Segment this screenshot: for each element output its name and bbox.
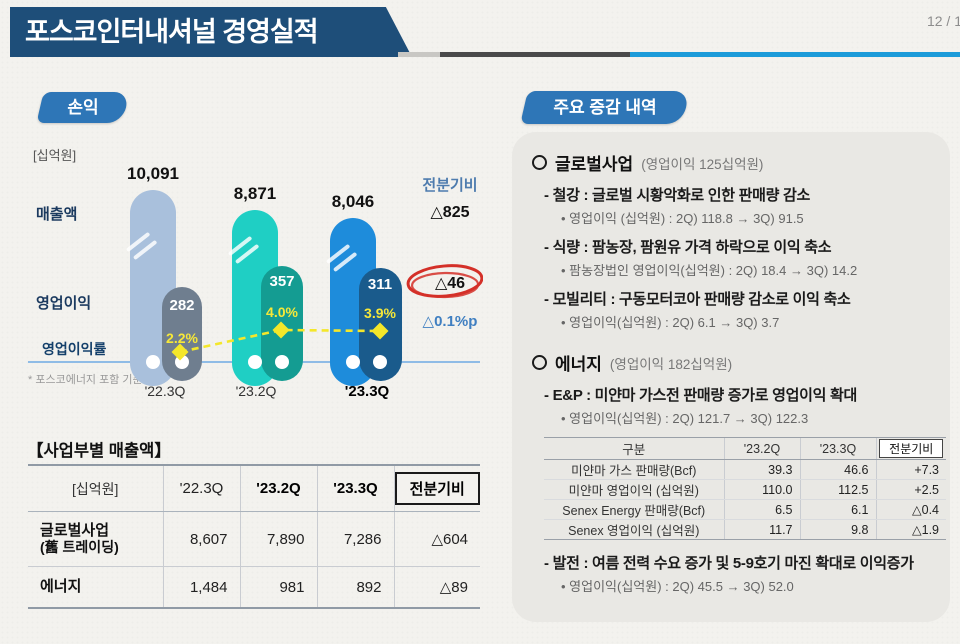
qoq-column-header: 전분기비 (422, 177, 478, 194)
x-tick-22-3q: '22.3Q (144, 383, 186, 399)
col-header-23-3q: '23.3Q (316, 464, 394, 512)
list-item-power: 발전 : 여름 전력 수요 증가 및 5-9호기 마진 확대로 이익증가 영업이… (544, 552, 934, 595)
x-tick-23-3q: '23.3Q (344, 383, 390, 400)
item-title: 식량 : 팜농장, 팜원유 가격 하락으로 이익 축소 (544, 236, 934, 257)
key-changes-panel: 글로벌사업 (영업이익 125십억원) 철강 : 글로벌 시황악화로 인한 판매… (512, 132, 950, 622)
table-unit-header: [십억원] (28, 464, 163, 512)
mini-col-23-3q: '23.3Q (799, 437, 876, 460)
segment-revenue-table-title: 【사업부별 매출액】 (27, 442, 171, 460)
slide-title-banner: 포스코인터내셔널 경영실적 (10, 7, 412, 57)
item-title: E&P : 미얀마 가스전 판매량 증가로 영업이익 확대 (544, 384, 934, 405)
mini-col-23-2q: '23.2Q (723, 437, 800, 460)
item-detail: 영업이익(십억원) : 2Q) 6.1 → 3Q) 3.7 (561, 312, 934, 331)
page-number: 12 / 1 (926, 13, 960, 29)
mini-col-gubun: 구분 (544, 437, 724, 460)
op-profit-value-23-2q: 357 (269, 273, 295, 290)
chart-unit-label: [십억원] (33, 148, 77, 163)
series-label-operating-profit: 영업이익 (36, 295, 92, 312)
section-badge-profit-loss-label: 손익 (67, 98, 99, 117)
op-profit-value-23-3q: 311 (367, 276, 393, 293)
axis-dot (346, 355, 360, 369)
axis-break-icon (124, 231, 160, 260)
header-rule-dark (440, 52, 630, 57)
cell-global-qoq: △604 (393, 511, 480, 567)
item-title: 모빌리티 : 구동모터코아 판매량 감소로 이익 축소 (544, 288, 934, 309)
energy-note: (영업이익 182십억원) (609, 356, 733, 372)
circle-bullet-icon (532, 355, 547, 370)
global-business-heading: 글로벌사업 (영업이익 125십억원) (532, 150, 934, 175)
revenue-value-22-3q: 10,091 (127, 164, 179, 183)
margin-value-23-3q: 3.9% (364, 305, 396, 321)
cell-global-23-3q: 7,286 (316, 511, 394, 567)
section-badge-profit-loss: 손익 (36, 92, 130, 123)
energy-name: 에너지 (555, 355, 602, 374)
energy-heading: 에너지 (영업이익 182십억원) (532, 350, 934, 375)
col-header-qoq: 전분기비 (393, 464, 480, 512)
list-item-mobility: 모빌리티 : 구동모터코아 판매량 감소로 이익 축소 영업이익(십억원) : … (544, 288, 934, 331)
segment-revenue-table: [십억원] '22.3Q '23.2Q '23.3Q 전분기비 글로벌사업 (舊 … (28, 464, 480, 609)
margin-value-22-3q: 2.2% (166, 330, 198, 346)
item-title: 철강 : 글로벌 시황악화로 인한 판매량 감소 (544, 184, 934, 205)
cell-global-23-2q: 7,890 (239, 511, 317, 567)
col-header-23-2q: '23.2Q (239, 464, 317, 512)
axis-break-icon (226, 235, 262, 264)
axis-dot (146, 355, 160, 369)
cell-energy-qoq: △89 (393, 566, 480, 609)
cell-energy-23-3q: 892 (316, 566, 394, 609)
cell-global-22-3q: 8,607 (162, 511, 240, 567)
axis-dot (175, 355, 189, 369)
item-detail: 영업이익(십억원) : 2Q) 45.5 → 3Q) 52.0 (561, 576, 934, 595)
series-label-operating-margin: 영업이익률 (42, 341, 107, 357)
row-label-global-sub: (舊 트레이딩) (40, 539, 119, 555)
series-label-revenue: 매출액 (36, 206, 78, 223)
mini-col-qoq: 전분기비 (875, 437, 946, 460)
table-header-row: [십억원] '22.3Q '23.2Q '23.3Q 전분기비 (28, 464, 480, 512)
row-label-global: 글로벌사업 (40, 521, 110, 539)
item-title: 발전 : 여름 전력 수요 증가 및 5-9호기 마진 확대로 이익증가 (544, 552, 934, 573)
list-item-steel: 철강 : 글로벌 시황악화로 인한 판매량 감소 영업이익 (십억원) : 2Q… (544, 184, 934, 227)
page-title: 포스코인터내셔널 경영실적 (25, 17, 319, 47)
cell-energy-23-2q: 981 (239, 566, 317, 609)
axis-break-icon (324, 243, 360, 272)
section-badge-key-changes-label: 주요 증감 내역 (553, 98, 657, 117)
circle-bullet-icon (532, 155, 547, 170)
mini-table-header-row: 구분 '23.2Q '23.3Q 전분기비 (544, 437, 946, 460)
revenue-value-23-3q: 8,046 (331, 192, 375, 211)
item-detail: 영업이익(십억원) : 2Q) 121.7 → 3Q) 122.3 (561, 408, 934, 427)
header-rule-blue (630, 52, 960, 57)
cell-energy-22-3q: 1,484 (162, 566, 240, 609)
qoq-header-box: 전분기비 (394, 472, 480, 505)
revenue-value-23-2q: 8,871 (233, 184, 277, 203)
row-label-energy: 에너지 (28, 566, 163, 609)
qoq-op-profit-delta: △46 (434, 275, 466, 292)
axis-dot (275, 355, 289, 369)
margin-value-23-2q: 4.0% (266, 304, 298, 320)
table-row-energy: 에너지 1,484 981 892 △89 (28, 566, 480, 609)
pnl-bar-chart: [십억원] 매출액 영업이익 영업이익률 10,091 8,871 8,046 … (28, 140, 483, 412)
global-business-name: 글로벌사업 (555, 155, 634, 174)
qoq-margin-delta: △0.1%p (422, 313, 478, 330)
chart-footnote: * 포스코에너지 포함 기준 (28, 374, 143, 386)
mini-row-myanmar-gas: 미얀마 가스 판매량(Bcf) 39.3 46.6 +7.3 (544, 459, 946, 480)
list-item-ep: E&P : 미얀마 가스전 판매량 증가로 영업이익 확대 영업이익(십억원) … (544, 384, 934, 427)
op-profit-value-22-3q: 282 (169, 297, 195, 314)
list-item-food: 식량 : 팜농장, 팜원유 가격 하락으로 이익 축소 팜농장법인 영업이익(십… (544, 236, 934, 279)
header-rule-gray (398, 52, 440, 57)
table-row-global: 글로벌사업 (舊 트레이딩) 8,607 7,890 7,286 △604 (28, 511, 480, 567)
x-tick-23-2q: '23.2Q (235, 383, 277, 399)
qoq-revenue-delta: △825 (430, 204, 470, 221)
mini-row-senex-sales: Senex Energy 판매량(Bcf) 6.5 6.1 △0.4 (544, 499, 946, 520)
axis-dot (373, 355, 387, 369)
section-badge-key-changes: 주요 증감 내역 (520, 91, 690, 124)
mini-row-myanmar-profit: 미얀마 영업이익 (십억원) 110.0 112.5 +2.5 (544, 479, 946, 500)
mini-qoq-header-box: 전분기비 (879, 439, 944, 458)
global-business-note: (영업이익 125십억원) (641, 156, 764, 172)
mini-row-senex-profit: Senex 영업이익 (십억원) 11.7 9.8 △1.9 (544, 519, 946, 540)
item-detail: 팜농장법인 영업이익(십억원) : 2Q) 18.4 → 3Q) 14.2 (561, 260, 934, 279)
item-detail: 영업이익 (십억원) : 2Q) 118.8 → 3Q) 91.5 (561, 208, 934, 227)
col-header-22-3q: '22.3Q (162, 464, 240, 512)
energy-detail-table: 구분 '23.2Q '23.3Q 전분기비 미얀마 가스 판매량(Bcf) 39… (544, 437, 946, 540)
axis-dot (248, 355, 262, 369)
